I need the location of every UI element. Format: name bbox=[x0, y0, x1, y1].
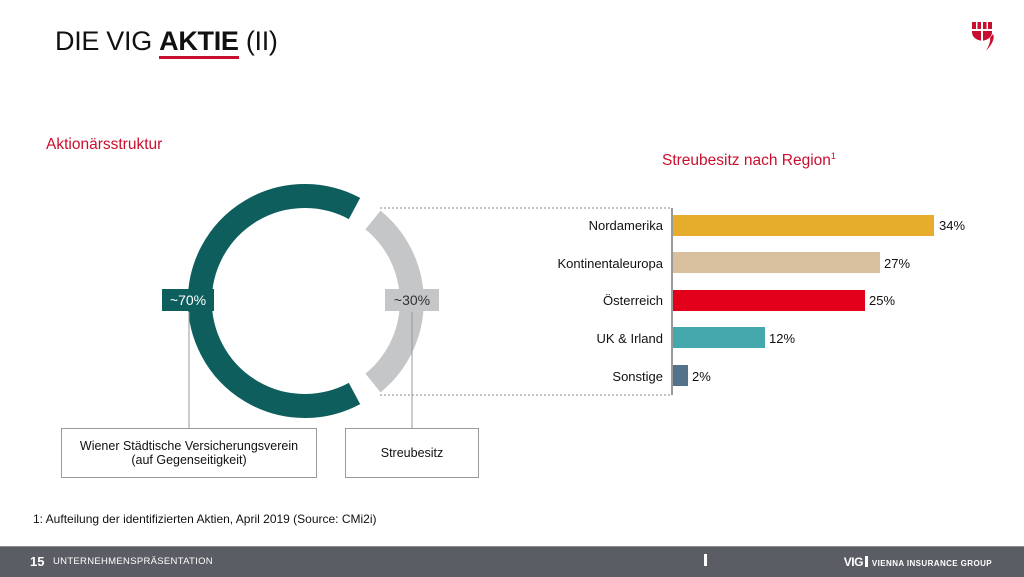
label-70-percent: ~70% bbox=[162, 289, 214, 311]
legend-line-2: (auf Gegenseitigkeit) bbox=[131, 453, 247, 467]
title-bold: AKTIE bbox=[159, 26, 239, 59]
legend-streubesitz: Streubesitz bbox=[345, 428, 479, 478]
brand-short: VIG bbox=[843, 555, 864, 569]
footer-brand: VIG VIENNA INSURANCE GROUP bbox=[844, 555, 992, 569]
page-number: 15 bbox=[30, 554, 707, 569]
legend-line-1: Wiener Städtische Versicherungsverein bbox=[79, 439, 299, 453]
page-title: DIE VIG AKTIE (II) bbox=[55, 26, 278, 59]
bar-value-uk-irland: 12% bbox=[769, 331, 796, 346]
footnote: 1: Aufteilung der identifizierten Aktien… bbox=[33, 512, 377, 526]
bar-label-oesterreich: Österreich bbox=[603, 293, 663, 308]
vig-shield-logo-icon bbox=[972, 22, 994, 51]
bar-uk-irland bbox=[673, 327, 765, 348]
label-30-percent: ~30% bbox=[385, 289, 439, 311]
bar-value-sonstige: 2% bbox=[692, 369, 711, 384]
bar-sonstige bbox=[673, 365, 688, 386]
free-float-region-title-text: Streubesitz nach Region bbox=[662, 152, 831, 170]
footer-bar: 15 UNTERNEHMENSPRÄSENTATION VIG VIENNA IN… bbox=[0, 546, 1024, 577]
bar-label-sonstige: Sonstige bbox=[612, 369, 663, 384]
bar-nordamerika bbox=[673, 215, 934, 236]
title-prefix: DIE VIG bbox=[55, 26, 160, 56]
bar-value-nordamerika: 34% bbox=[939, 218, 966, 233]
bar-label-nordamerika: Nordamerika bbox=[588, 218, 663, 233]
title-suffix: (II) bbox=[238, 26, 278, 56]
footer-section-label: UNTERNEHMENSPRÄSENTATION bbox=[53, 556, 213, 567]
page-number-text: 15 bbox=[30, 554, 45, 569]
bar-kontinentaleuropa bbox=[673, 252, 880, 273]
footnote-marker: 1 bbox=[830, 151, 836, 161]
free-float-region-title: Streubesitz nach Region1 bbox=[662, 151, 836, 170]
bar-value-kontinentaleuropa: 27% bbox=[884, 256, 911, 271]
donut-segment-70 bbox=[187, 184, 361, 418]
bar-value-oesterreich: 25% bbox=[869, 293, 896, 308]
bar-oesterreich bbox=[673, 290, 865, 311]
brand-long: VIENNA INSURANCE GROUP bbox=[871, 559, 992, 568]
bar-label-uk-irland: UK & Irland bbox=[596, 331, 663, 346]
bar-label-kontinentaleuropa: Kontinentaleuropa bbox=[557, 256, 663, 271]
shareholder-structure-title: Aktionärsstruktur bbox=[46, 136, 163, 153]
legend-wiener-staedtische: Wiener Städtische Versicherungsverein (a… bbox=[61, 428, 317, 478]
